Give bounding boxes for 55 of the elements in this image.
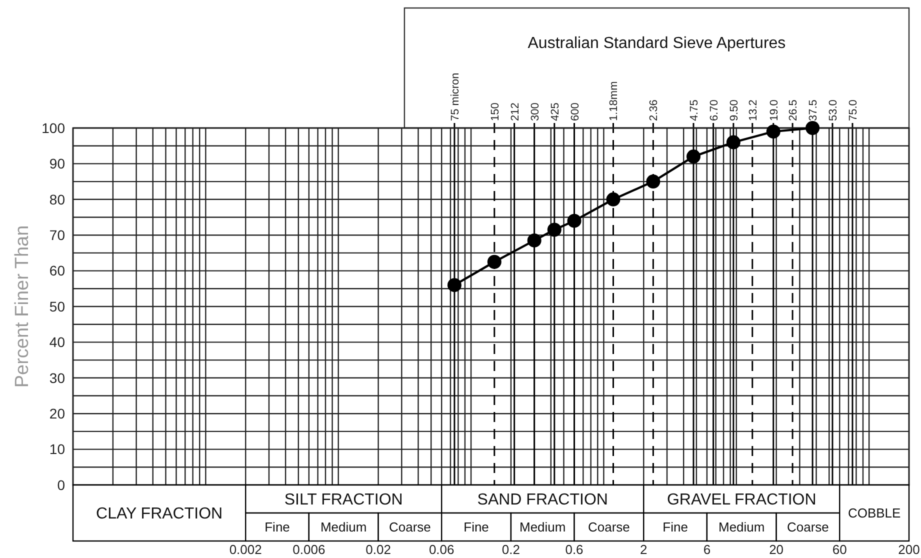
text: Medium	[718, 520, 765, 535]
ref-line-label: 212	[509, 102, 522, 121]
ref-line-label: 150	[489, 102, 502, 121]
y-tick-label: 50	[49, 298, 66, 314]
x-tick-label: 0.06	[428, 542, 454, 557]
x-tick-label: 20	[769, 542, 784, 557]
ref-line-label: 1.18mm	[608, 81, 620, 121]
x-tick-label: 0.6	[565, 542, 584, 557]
ref-line-label: 53.0	[827, 100, 840, 121]
x-tick-label: 0.2	[502, 542, 520, 557]
ref-line-label: 75 micron	[449, 72, 462, 121]
text: COBBLE	[848, 506, 902, 521]
text: Medium	[320, 520, 367, 535]
y-tick-label: 30	[49, 370, 66, 386]
y-tick-label: 70	[49, 227, 66, 243]
x-tick-label: 6	[703, 542, 711, 557]
y-tick-label: 100	[42, 120, 66, 136]
x-tick-label: 0.02	[366, 542, 391, 557]
y-tick-label: 20	[49, 406, 66, 422]
ref-line-label: 13.2	[747, 100, 760, 121]
text: Fine	[264, 520, 290, 535]
text: Medium	[519, 520, 566, 535]
ref-line-label: 4.75	[688, 100, 700, 121]
y-tick-label: 60	[49, 262, 66, 279]
y-tick-label: 90	[49, 156, 66, 172]
text: GRAVEL FRACTION	[666, 492, 816, 509]
ref-line-label: 2.36	[648, 100, 660, 121]
y-axis-title: Percent Finer Than	[12, 225, 33, 388]
x-tick-label: 0.006	[292, 542, 326, 557]
text: Coarse	[588, 520, 630, 535]
ref-line-label: 600	[569, 102, 582, 121]
ref-line-label: 6.70	[708, 100, 720, 121]
text: Fine	[464, 520, 489, 535]
chart-title: Australian Standard Sieve Apertures	[528, 35, 786, 52]
y-tick-label: 10	[49, 441, 66, 458]
ref-line-label: 26.5	[788, 100, 800, 121]
x-tick-label: 2	[640, 542, 648, 557]
y-tick-label: 40	[49, 334, 66, 350]
ref-line-label: 37.5	[808, 100, 820, 121]
y-tick-label: 80	[49, 191, 66, 208]
text: Coarse	[787, 520, 829, 535]
ref-line-label: 19.0	[768, 100, 780, 121]
ref-line-label: 300	[529, 102, 542, 121]
ref-line-label: 9.50	[728, 100, 740, 121]
x-tick-label: 60	[832, 542, 847, 557]
ref-line-label: 425	[549, 102, 562, 121]
text: SILT FRACTION	[284, 492, 403, 509]
y-tick-label: 0	[57, 476, 66, 493]
text: Fine	[662, 520, 688, 535]
x-tick-label: 0.002	[229, 542, 262, 557]
text: SAND FRACTION	[477, 492, 608, 509]
x-tick-label: 200	[898, 542, 920, 557]
ref-line-label: 75.0	[847, 100, 860, 121]
text: CLAY FRACTION	[96, 506, 223, 523]
text: Coarse	[388, 520, 431, 535]
